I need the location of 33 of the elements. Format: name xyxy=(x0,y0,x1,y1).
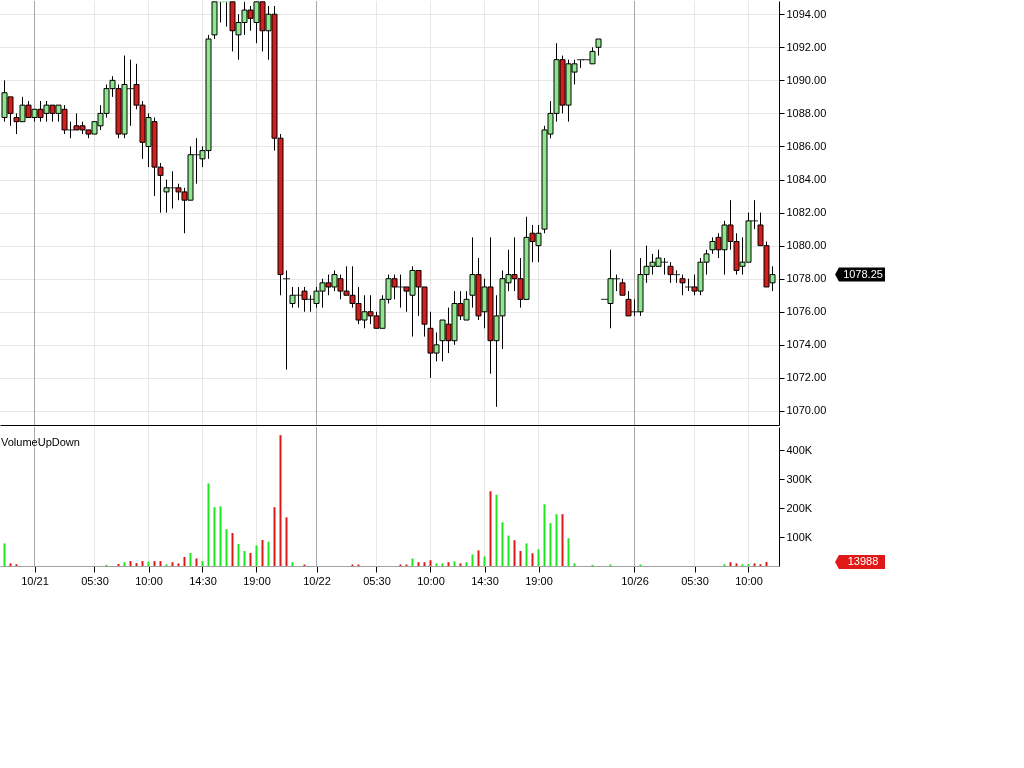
x-tick-label: 10:00 xyxy=(735,574,763,587)
x-tick-label: 05:30 xyxy=(681,574,709,587)
y-tick-label: 1092.00 xyxy=(786,40,827,53)
x-tick-label: 05:30 xyxy=(81,574,109,587)
y-tick-label: 200K xyxy=(786,501,813,514)
y-tick-label: 1078.00 xyxy=(786,272,827,285)
y-tick-label: 1090.00 xyxy=(786,73,827,86)
text: 13988 xyxy=(847,554,879,567)
x-tick-label: 19:00 xyxy=(525,574,553,587)
y-tick-label: 1076.00 xyxy=(786,305,827,318)
x-tick-label: 10/26 xyxy=(621,574,649,587)
y-tick-label: 1086.00 xyxy=(786,139,827,152)
y-tick-label: 1088.00 xyxy=(786,106,827,119)
y-tick-label: 300K xyxy=(786,472,813,485)
x-tick-label: 19:00 xyxy=(243,574,271,587)
x-tick-label: 14:30 xyxy=(189,574,217,587)
y-tick-label: 100K xyxy=(786,530,813,543)
y-tick-label: 1074.00 xyxy=(786,338,827,351)
y-tick-label: 400K xyxy=(786,443,813,456)
y-tick-label: 1082.00 xyxy=(786,206,827,219)
x-tick-label: 10/21 xyxy=(21,574,49,587)
x-tick-label: 10:00 xyxy=(135,574,163,587)
x-tick-label: 10/22 xyxy=(303,574,331,587)
y-tick-label: 1070.00 xyxy=(786,404,827,417)
text: 1078.25 xyxy=(843,267,883,280)
x-tick-label: 14:30 xyxy=(471,574,499,587)
y-tick-label: 1080.00 xyxy=(786,239,827,252)
y-tick-label: 1072.00 xyxy=(786,371,827,384)
text: VolumeUpDown xyxy=(1,436,80,448)
x-tick-label: 05:30 xyxy=(363,574,391,587)
y-tick-label: 1084.00 xyxy=(786,173,827,186)
x-tick-label: 10:00 xyxy=(417,574,445,587)
y-tick-label: 1094.00 xyxy=(786,7,827,20)
